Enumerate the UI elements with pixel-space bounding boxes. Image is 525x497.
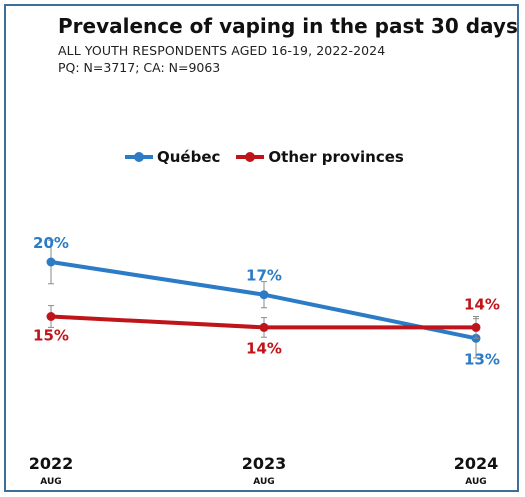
- legend-item-other-provinces: Other provinces: [236, 148, 404, 166]
- legend-swatch-quebec: [125, 152, 153, 162]
- x-tick-label-2023: 2023: [242, 454, 287, 473]
- legend: Québec Other provinces: [125, 148, 420, 166]
- data-label-other-provinces-2022: 15%: [33, 327, 69, 345]
- data-point-quebec-2022: [46, 257, 56, 267]
- data-point-other-provinces-2022: [46, 312, 56, 321]
- data-label-quebec-2024: 13%: [464, 350, 500, 368]
- x-tick-label-2024: 2024: [454, 454, 499, 473]
- data-point-other-provinces-2024: [471, 322, 481, 332]
- data-label-quebec-2022: 20%: [33, 234, 69, 252]
- data-label-quebec-2023: 17%: [246, 267, 282, 285]
- data-point-quebec-2023: [259, 290, 269, 300]
- chart-frame: [4, 4, 519, 492]
- chart-title: Prevalence of vaping in the past 30 days: [58, 14, 518, 38]
- legend-item-quebec: Québec: [125, 148, 220, 166]
- chart-subtitle: ALL YOUTH RESPONDENTS AGED 16-19, 2022-2…: [58, 43, 386, 58]
- data-label-other-provinces-2024: 14%: [464, 295, 500, 313]
- sample-size-note: PQ: N=3717; CA: N=9063: [58, 60, 221, 75]
- x-tick-label-2022: 2022: [29, 454, 74, 473]
- x-tick-sublabel-2022: AUG: [40, 477, 61, 487]
- x-tick-sublabel-2024: AUG: [465, 477, 486, 487]
- data-point-other-provinces-2023: [259, 322, 269, 332]
- data-label-other-provinces-2023: 14%: [246, 339, 282, 357]
- legend-label-other-provinces: Other provinces: [268, 148, 404, 166]
- legend-swatch-other-provinces: [236, 152, 265, 162]
- legend-label-quebec: Québec: [157, 148, 221, 166]
- x-tick-sublabel-2023: AUG: [253, 477, 274, 487]
